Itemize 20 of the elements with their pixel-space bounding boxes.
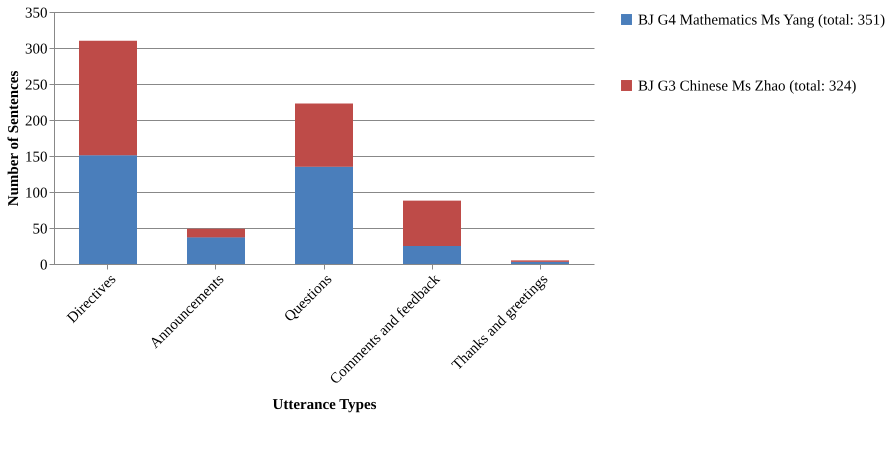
y-tick-label: 250 xyxy=(25,78,48,94)
y-tick-label: 100 xyxy=(25,186,48,202)
y-tick-label: 200 xyxy=(25,114,48,130)
bar xyxy=(295,103,353,167)
bar xyxy=(79,40,137,156)
y-tick-label: 150 xyxy=(25,150,48,166)
bar xyxy=(403,246,461,264)
y-tick-label: 0 xyxy=(40,258,48,274)
bar xyxy=(295,166,353,264)
y-axis-title: Number of Sentences xyxy=(6,70,22,206)
y-tick-label: 350 xyxy=(25,6,48,22)
legend-label: BJ G3 Chinese Ms Zhao (total: 324) xyxy=(638,78,856,94)
x-axis-title: Utterance Types xyxy=(272,396,377,413)
bar xyxy=(403,200,461,246)
y-tick-label: 300 xyxy=(25,42,48,58)
y-tick-label: 50 xyxy=(32,222,48,238)
bar xyxy=(187,237,245,264)
legend-label: BJ G4 Mathematics Ms Yang (total: 351) xyxy=(638,12,886,28)
bar xyxy=(79,155,137,264)
bar xyxy=(187,228,245,238)
